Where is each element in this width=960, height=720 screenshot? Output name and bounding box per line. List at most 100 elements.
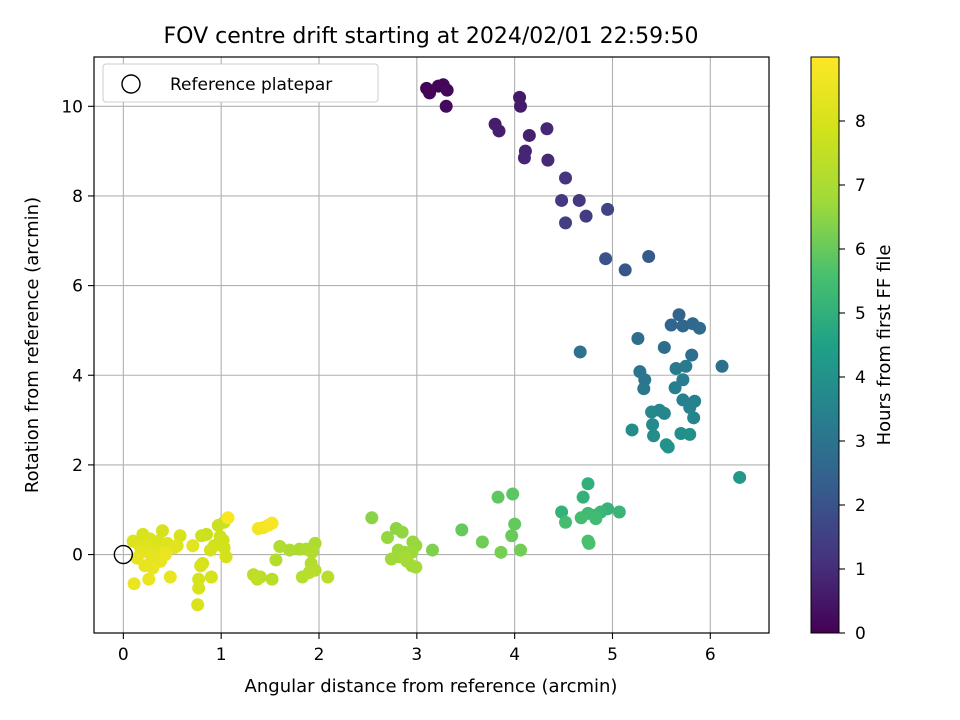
data-point	[475, 535, 489, 549]
reference-point-marker	[113, 544, 134, 565]
data-point	[506, 487, 520, 501]
data-point	[659, 438, 673, 452]
data-point	[491, 490, 505, 504]
data-point	[194, 559, 208, 573]
data-point	[631, 332, 645, 346]
data-point	[517, 151, 531, 165]
y-tick-label: 10	[61, 97, 83, 117]
data-point	[142, 572, 156, 586]
data-point	[687, 411, 701, 425]
data-point	[146, 561, 160, 575]
data-point	[514, 99, 528, 113]
data-point	[672, 308, 686, 322]
x-tick-label: 3	[411, 645, 422, 665]
y-tick-label: 4	[72, 366, 83, 386]
data-point	[250, 572, 264, 586]
data-point	[647, 429, 661, 443]
colorbar-tick-label: 8	[855, 112, 866, 132]
data-point	[574, 511, 588, 525]
data-point	[155, 524, 169, 538]
data-point	[657, 340, 671, 354]
colorbar-ticks: 0 1 2 3 4 5 6 7 8	[839, 112, 866, 644]
data-point	[559, 171, 573, 185]
y-tick-label: 2	[72, 456, 83, 476]
data-point	[365, 511, 379, 525]
data-point	[685, 348, 699, 362]
data-point	[440, 83, 454, 97]
data-point	[679, 359, 693, 373]
colorbar-tick-label: 3	[855, 432, 866, 452]
data-point	[204, 570, 218, 584]
colorbar: 0 1 2 3 4 5 6 7 8 Hours from first FF file	[810, 56, 895, 644]
plot-frame	[93, 56, 770, 634]
colorbar-tick-label: 6	[855, 240, 866, 260]
data-point	[492, 124, 506, 138]
data-point	[683, 427, 697, 441]
data-point	[305, 545, 319, 559]
data-point	[221, 511, 235, 525]
y-axis-label: Rotation from reference (arcmin)	[22, 197, 43, 493]
legend-entry-reference: Reference platepar	[170, 75, 332, 95]
data-point	[384, 552, 398, 566]
data-point	[192, 581, 206, 595]
data-point	[158, 548, 172, 562]
data-point	[321, 570, 335, 584]
data-point	[541, 153, 555, 167]
data-point	[127, 577, 141, 591]
colorbar-tick-label: 5	[855, 304, 866, 324]
data-point	[601, 202, 615, 216]
data-point	[576, 490, 590, 504]
data-point	[657, 406, 671, 420]
data-point	[668, 381, 682, 395]
data-point	[664, 318, 678, 332]
data-point	[191, 598, 205, 612]
data-point	[409, 560, 423, 574]
data-point	[186, 539, 200, 553]
data-point	[423, 86, 437, 100]
data-points	[126, 78, 747, 612]
data-point	[265, 572, 279, 586]
x-tick-label: 1	[216, 645, 227, 665]
data-point	[265, 516, 279, 530]
colorbar-tick-label: 0	[855, 624, 866, 644]
data-point	[618, 263, 632, 277]
data-point	[167, 541, 181, 555]
data-point	[669, 362, 683, 376]
data-point	[582, 536, 596, 550]
data-point	[555, 505, 569, 519]
x-tick-label: 5	[607, 645, 618, 665]
data-point	[559, 216, 573, 230]
y-tick-label: 8	[72, 187, 83, 207]
y-axis-ticks: 0 2 4 6 8 10	[61, 97, 94, 566]
data-point	[573, 345, 587, 359]
legend-marker-reference	[121, 74, 141, 94]
data-point	[398, 550, 412, 564]
data-point	[505, 529, 519, 543]
data-point	[283, 543, 297, 557]
data-point	[540, 122, 554, 136]
data-point	[514, 543, 528, 557]
data-point	[676, 373, 690, 387]
colorbar-tick-label: 4	[855, 368, 866, 388]
x-tick-label: 0	[118, 645, 129, 665]
data-point	[559, 515, 573, 529]
data-point	[163, 570, 177, 584]
data-point	[455, 523, 469, 537]
data-point	[589, 512, 603, 526]
data-point	[555, 193, 569, 207]
data-point	[581, 477, 595, 491]
data-point	[579, 209, 593, 223]
data-point	[508, 517, 522, 531]
data-point	[439, 99, 453, 113]
data-point	[380, 531, 394, 545]
data-point	[195, 529, 209, 543]
data-point	[173, 529, 187, 543]
x-tick-label: 4	[509, 645, 520, 665]
colorbar-label: Hours from first FF file	[874, 245, 895, 446]
y-tick-label: 0	[72, 546, 83, 566]
y-tick-label: 6	[72, 277, 83, 297]
x-axis-label: Angular distance from reference (arcmin)	[245, 676, 618, 697]
colorbar-gradient	[810, 56, 840, 634]
x-tick-label: 2	[314, 645, 325, 665]
